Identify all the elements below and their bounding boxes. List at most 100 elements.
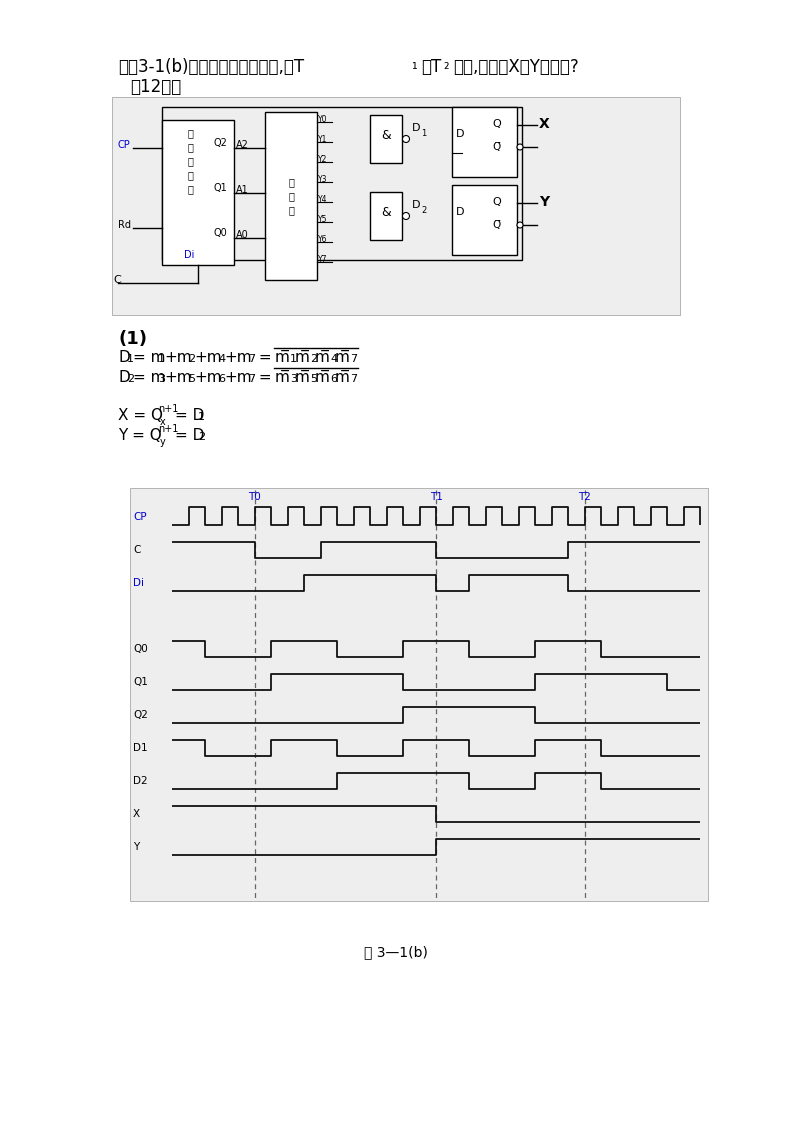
Text: Rd: Rd [118,220,131,230]
Text: D: D [456,206,465,217]
Text: 6: 6 [218,374,225,384]
Text: D2: D2 [133,776,147,787]
Bar [370,192,402,240]
Circle shape [517,144,523,150]
Text: 器: 器 [187,184,193,194]
Text: +m: +m [224,350,251,365]
Text: 2: 2 [421,206,427,215]
Text: =: = [254,370,277,385]
Text: X: X [539,117,550,131]
Text: 在图3-1(b)所示输入波形作用下,在T: 在图3-1(b)所示输入波形作用下,在T [118,58,305,76]
Text: = D: = D [175,408,205,423]
Text: +m: +m [194,350,221,365]
Text: 器: 器 [288,205,294,215]
Bar [452,107,517,177]
Text: 1: 1 [198,412,205,422]
Text: Y5: Y5 [318,215,328,224]
Text: 译: 译 [288,177,294,187]
Text: D: D [118,370,130,385]
Text: = D: = D [175,427,205,443]
Text: （12分）: （12分） [130,79,182,96]
Text: T0: T0 [248,493,261,502]
Text: n+1: n+1 [158,424,178,434]
Text: T1: T1 [430,493,442,502]
Circle shape [403,136,409,142]
Text: = m: = m [133,370,166,385]
Text: 7: 7 [350,355,357,364]
Text: Y7: Y7 [318,255,328,264]
Text: m̅: m̅ [335,370,350,385]
Text: 1: 1 [290,355,297,364]
Text: Q2: Q2 [214,138,228,148]
Text: Y: Y [133,842,140,852]
Text: Y6: Y6 [318,234,328,243]
Text: Y2: Y2 [318,155,328,164]
Bar [162,107,522,260]
Text: +m: +m [194,370,221,385]
Text: m̅: m̅ [275,350,290,365]
Text: Q: Q [492,197,500,206]
Text: 3: 3 [290,374,297,384]
Text: Q1: Q1 [214,183,228,193]
Bar [162,120,234,265]
Text: ₂: ₂ [443,58,449,72]
Text: 1: 1 [127,355,134,364]
Text: 6: 6 [330,374,337,384]
Text: 移: 移 [187,128,193,138]
Text: D: D [456,129,465,139]
Text: 到T: 到T [421,58,441,76]
Text: ₁: ₁ [411,58,416,72]
Text: m̅: m̅ [295,370,310,385]
Text: +m: +m [164,350,192,365]
Text: D: D [412,200,420,210]
Text: y: y [160,436,166,447]
Text: +m: +m [164,370,192,385]
Text: 4: 4 [218,355,225,364]
Text: 码: 码 [288,191,294,201]
Text: n+1: n+1 [158,404,178,414]
Text: 1: 1 [421,129,427,138]
Bar [130,488,708,901]
Text: 2: 2 [198,432,205,442]
Text: Q̅: Q̅ [492,142,500,151]
Text: = m: = m [133,350,166,365]
Text: m̅: m̅ [315,370,330,385]
Text: x: x [160,417,166,427]
Text: X = Q: X = Q [118,408,163,423]
Text: T2: T2 [578,493,591,502]
Text: 2: 2 [127,374,134,384]
Text: m̅: m̅ [315,350,330,365]
Text: 图 3—1(b): 图 3—1(b) [364,945,428,959]
Bar [370,114,402,163]
Text: Q0: Q0 [214,228,228,238]
Text: C: C [113,275,121,285]
Text: m̅: m̅ [335,350,350,365]
Text: 3: 3 [158,374,165,384]
Text: 期间,输出端X、Y的波形?: 期间,输出端X、Y的波形? [453,58,579,76]
Text: Di: Di [133,578,144,588]
Text: A2: A2 [236,140,249,150]
Text: +m: +m [224,370,251,385]
Text: 7: 7 [248,355,255,364]
Text: 2: 2 [310,355,317,364]
Text: Di: Di [184,250,194,260]
Text: Y3: Y3 [318,175,328,184]
Text: 2: 2 [188,355,195,364]
Text: Y = Q: Y = Q [118,427,162,443]
Text: X: X [133,809,140,819]
Text: A0: A0 [236,230,249,240]
Text: Y1: Y1 [318,135,328,144]
Text: Q: Q [492,119,500,129]
Text: 1: 1 [158,355,165,364]
Circle shape [403,212,409,220]
Text: C: C [133,545,140,555]
Text: 5: 5 [310,374,317,384]
Text: Q1: Q1 [133,677,147,687]
Text: 7: 7 [248,374,255,384]
Bar [265,112,317,280]
Text: 7: 7 [350,374,357,384]
Text: 存: 存 [187,171,193,180]
Text: CP: CP [118,140,131,150]
Text: Q2: Q2 [133,710,147,720]
Text: &: & [381,129,391,142]
